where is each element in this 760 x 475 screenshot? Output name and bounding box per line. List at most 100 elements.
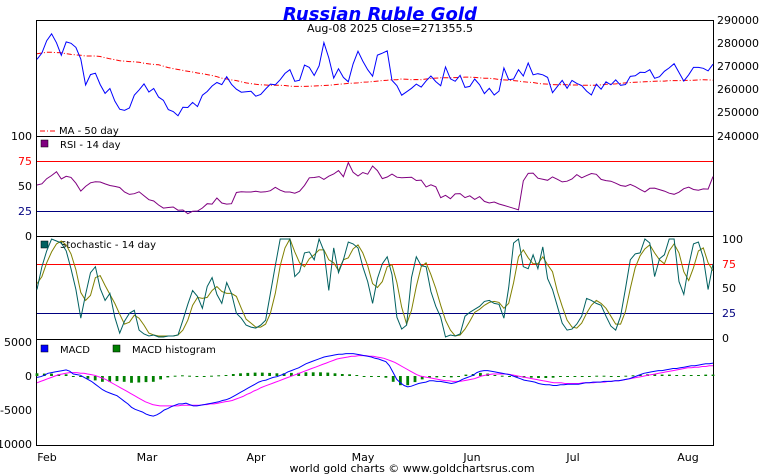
chart-subtitle: Aug-08 2025 Close=271355.5 xyxy=(307,22,473,35)
macd-histogram xyxy=(35,372,715,386)
macd-histogram-bar xyxy=(57,374,61,376)
macd-histogram-bar xyxy=(544,376,548,378)
macd-panel-frame xyxy=(36,339,714,446)
rsi-tick-label: 0 xyxy=(25,230,32,243)
macd-hist-legend-swatch xyxy=(112,344,121,353)
macd-legend: MACD MACD histogram xyxy=(40,344,216,356)
macd-histogram-bar xyxy=(326,372,330,376)
macd-histogram-bar xyxy=(144,376,148,383)
macd-histogram-bar xyxy=(224,375,228,376)
panel-frames xyxy=(36,20,714,446)
macd-histogram-bar xyxy=(638,374,642,376)
series-lines xyxy=(36,32,714,417)
macd-histogram-bar xyxy=(333,373,337,376)
macd-histogram-bar xyxy=(231,374,235,376)
macd-histogram-bar xyxy=(362,376,366,377)
macd-histogram-bar xyxy=(537,376,540,378)
macd-histogram-bar xyxy=(449,376,453,378)
macd-histogram-bar xyxy=(559,376,562,377)
macd-histogram-bar xyxy=(660,374,664,376)
macd-histogram-bar xyxy=(609,376,613,377)
stoch-tick-label: 100 xyxy=(722,233,743,246)
macd-histogram-bar xyxy=(210,375,213,377)
macd-histogram-bar xyxy=(428,376,431,378)
rsi-tick-label: 25 xyxy=(18,205,32,218)
price-axis: 290000 280000 270000 260000 250000 24000… xyxy=(717,14,759,143)
macd-histogram-bar xyxy=(122,376,126,382)
macd-histogram-bar xyxy=(602,375,606,377)
macd-histogram-bar xyxy=(391,376,395,382)
macd-histogram-bar xyxy=(340,374,344,376)
macd-histogram-bar xyxy=(529,376,533,378)
macd-histogram-bar xyxy=(682,375,686,376)
macd-hist-legend-label: MACD histogram xyxy=(132,345,216,356)
x-tick-label: Jun xyxy=(462,451,480,464)
macd-histogram-bar xyxy=(195,376,199,377)
macd-histogram-bar xyxy=(479,372,482,376)
ma-50-line xyxy=(36,51,714,87)
price-tick-label: 280000 xyxy=(717,37,759,50)
x-tick-label: Jul xyxy=(565,451,579,464)
rsi-line xyxy=(36,161,714,215)
macd-histogram-bar xyxy=(500,375,504,377)
macd-histogram-bar xyxy=(348,374,351,376)
rsi-axis: 100 75 50 25 0 xyxy=(11,130,32,243)
stochastic-k-line xyxy=(36,237,714,338)
macd-histogram-bar xyxy=(355,375,359,376)
macd-histogram-bar xyxy=(624,375,628,377)
chart-title: Russian Ruble Gold xyxy=(283,4,478,25)
macd-histogram-bar xyxy=(275,373,279,376)
macd-histogram-bar xyxy=(457,376,460,377)
macd-tick-label: 0 xyxy=(25,370,32,383)
macd-histogram-bar xyxy=(130,376,133,383)
rsi-tick-label: 50 xyxy=(18,180,32,193)
macd-legend-swatch xyxy=(40,344,49,353)
macd-histogram-bar xyxy=(173,375,177,377)
rsi-legend-swatch xyxy=(40,139,49,148)
stoch-legend: Stochastic - 14 day xyxy=(40,240,156,251)
macd-histogram-bar xyxy=(166,376,170,378)
macd-histogram-bar xyxy=(631,375,635,377)
macd-histogram-bar xyxy=(704,374,708,376)
macd-histogram-bar xyxy=(493,375,497,376)
macd-histogram-bar xyxy=(260,372,264,376)
x-tick-label: Feb xyxy=(37,451,56,464)
macd-histogram-bar xyxy=(406,376,410,386)
macd-histogram-bar xyxy=(304,372,308,376)
macd-histogram-bar xyxy=(282,373,286,376)
macd-histogram-bar xyxy=(377,376,380,377)
macd-histogram-bar xyxy=(515,376,519,377)
macd-histogram-bar xyxy=(413,376,417,383)
macd-histogram-bar xyxy=(588,376,591,377)
macd-histogram-bar xyxy=(435,376,439,378)
x-axis: Feb Mar Apr May Jun Jul Aug xyxy=(37,451,698,464)
macd-histogram-bar xyxy=(217,375,221,377)
ma-legend: MA - 50 day xyxy=(40,126,119,137)
x-tick-label: Aug xyxy=(677,451,698,464)
macd-histogram-bar xyxy=(399,376,402,386)
ma-legend-label: MA - 50 day xyxy=(59,126,119,137)
macd-histogram-bar xyxy=(35,373,39,376)
macd-histogram-bar xyxy=(668,374,671,376)
stoch-legend-label: Stochastic - 14 day xyxy=(60,240,156,251)
reference-lines xyxy=(37,161,713,314)
macd-histogram-bar xyxy=(711,374,715,376)
macd-histogram-bar xyxy=(64,374,68,376)
macd-histogram-bar xyxy=(420,376,424,380)
macd-histogram-bar xyxy=(580,376,584,377)
macd-histogram-bar xyxy=(689,375,693,376)
x-tick-label: May xyxy=(352,451,375,464)
stoch-tick-label: 75 xyxy=(722,258,736,271)
stoch-tick-label: 50 xyxy=(722,282,736,295)
price-line xyxy=(36,32,714,117)
x-tick-label: Apr xyxy=(246,451,266,464)
macd-histogram-bar xyxy=(71,376,75,377)
macd-axis: 5000 0 -5000 -10000 xyxy=(0,336,32,451)
macd-histogram-bar xyxy=(108,376,112,382)
macd-histogram-bar xyxy=(653,374,657,376)
macd-histogram-bar xyxy=(311,372,315,376)
macd-histogram-bar xyxy=(595,375,599,377)
